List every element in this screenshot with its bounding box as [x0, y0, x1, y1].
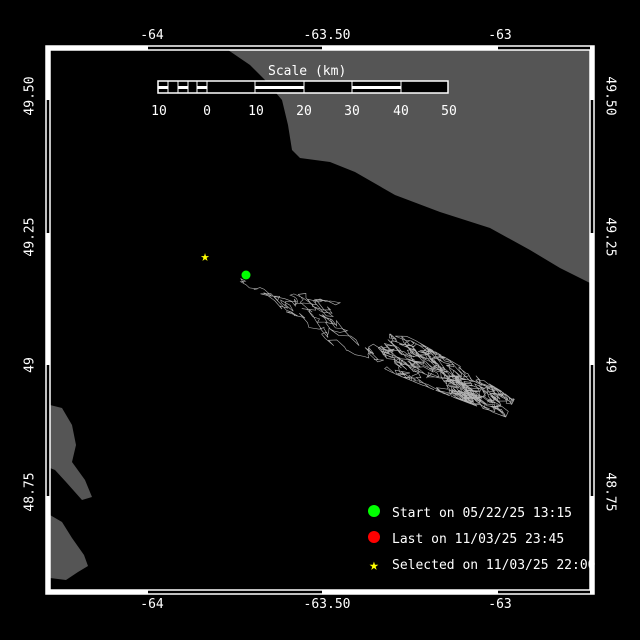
scale-bar [157, 80, 449, 94]
lat-label-left: 49.25 [22, 217, 38, 257]
lon-label-top: -64 [140, 28, 164, 43]
legend-label: Start on 05/22/25 13:15 [392, 505, 573, 521]
frame-segment [590, 233, 594, 365]
frame-segment [46, 46, 50, 100]
frame-segment [46, 590, 148, 594]
lon-label-top: -63 [488, 28, 512, 43]
lat-label-right: 49 [602, 357, 618, 373]
scale-tick-label: 10 [248, 104, 264, 119]
track-lines [239, 278, 515, 418]
legend-label: Selected on 11/03/25 22:00 [392, 557, 596, 573]
lat-label-left: 48.75 [22, 472, 38, 512]
scale-segment [197, 86, 207, 89]
lat-label-left: 49 [22, 357, 38, 373]
green-dot-icon [368, 505, 380, 517]
lon-label-bottom: -63 [488, 597, 512, 612]
frame-segment [322, 46, 498, 50]
frame-segment [46, 233, 50, 365]
frame-segment [322, 590, 498, 594]
legend-item-selected: ★ Selected on 11/03/25 22:00 [366, 552, 596, 578]
lon-label-top: -63.50 [303, 28, 351, 43]
legend-label: Last on 11/03/25 23:45 [392, 531, 565, 547]
scale-tick-label: 30 [344, 104, 360, 119]
frame-segment [46, 496, 50, 594]
lon-label-bottom: -64 [140, 597, 164, 612]
frame-segment [46, 46, 148, 50]
track-line [239, 278, 515, 418]
scale-segment [178, 86, 188, 89]
scale-segment [255, 86, 304, 89]
scale-segment [352, 86, 401, 89]
scale-segment [158, 86, 168, 89]
lat-label-right: 49.50 [602, 76, 618, 116]
legend-item-last: Last on 11/03/25 23:45 [366, 526, 596, 552]
scale-tick-label: 50 [441, 104, 457, 119]
land-island-2 [50, 515, 88, 580]
frame-segment [590, 46, 594, 100]
red-dot-icon [368, 531, 380, 543]
scale-tick-label: 20 [296, 104, 312, 119]
land-north-shore [228, 50, 590, 283]
lat-label-left: 49.50 [22, 76, 38, 116]
star-icon: ★ [369, 555, 379, 574]
start-marker [241, 270, 251, 280]
selected-star-marker: ★ [200, 247, 209, 265]
lat-label-right: 49.25 [602, 217, 618, 257]
scale-tick-label: 10 [151, 104, 167, 119]
land-masses [50, 50, 590, 580]
lon-label-bottom: -63.50 [303, 597, 351, 612]
scale-title: Scale (km) [268, 64, 347, 79]
frame-segment [590, 496, 594, 594]
land-island-1 [50, 405, 92, 500]
legend-item-start: Start on 05/22/25 13:15 [366, 500, 596, 526]
scale-tick-label: 40 [393, 104, 409, 119]
legend: Start on 05/22/25 13:15 Last on 11/03/25… [366, 500, 596, 578]
lat-label-right: 48.75 [602, 472, 618, 512]
scale-tick-label: 0 [203, 104, 211, 119]
map-frame [45, 45, 595, 595]
